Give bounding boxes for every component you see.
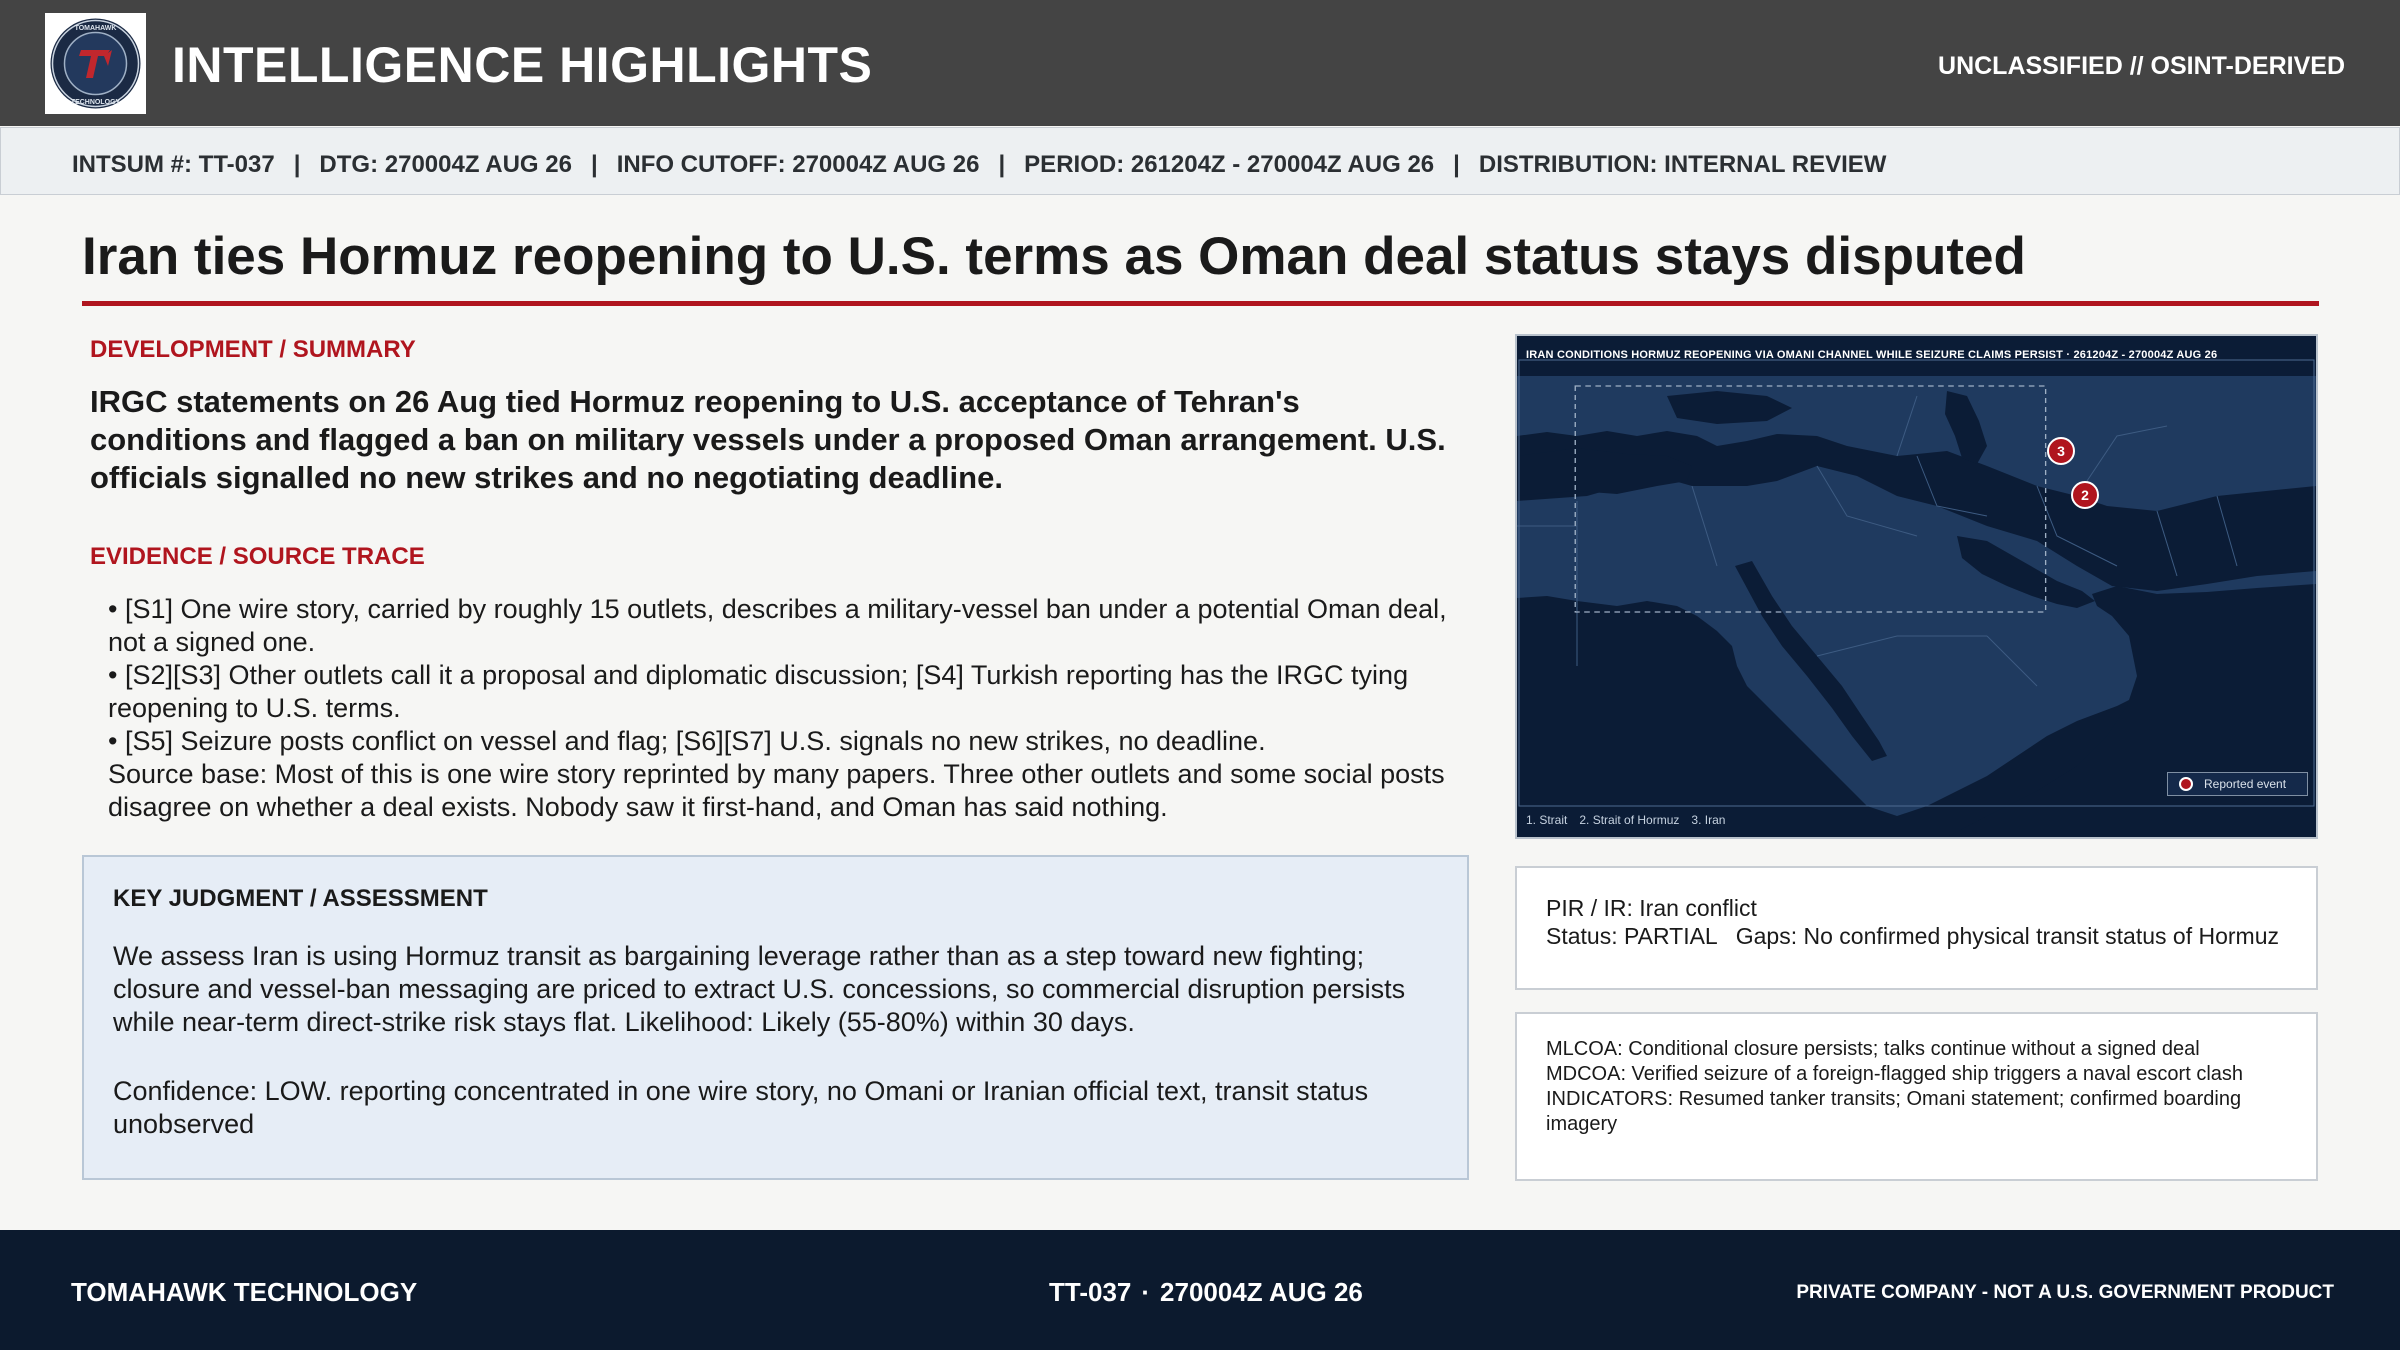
- app-title: INTELLIGENCE HIGHLIGHTS: [172, 37, 873, 93]
- intsum-number: INTSUM #: TT-037: [72, 151, 275, 178]
- mlcoa: MLCOA: Conditional closure persists; tal…: [1546, 1038, 2200, 1060]
- footer-doc-id: TT-037: [1049, 1277, 1132, 1307]
- reporting-period: PERIOD: 261204Z - 270004Z AUG 26: [1024, 151, 1435, 178]
- evidence-list: • [S1] One wire story, carried by roughl…: [108, 593, 1448, 824]
- map-marker-iran[interactable]: 3: [2047, 437, 2075, 465]
- map-footnotes: 1. Strait 2. Strait of Hormuz 3. Iran: [1526, 813, 1737, 827]
- evidence-bullet: • [S2][S3] Other outlets call it a propo…: [108, 660, 1409, 723]
- evidence-bullet: • [S1] One wire story, carried by roughl…: [108, 594, 1447, 657]
- mdcoa: MDCOA: Verified seizure of a foreign-fla…: [1546, 1063, 2244, 1085]
- headline-divider: [82, 301, 2319, 306]
- svg-text:TOMAHAWK: TOMAHAWK: [75, 25, 117, 32]
- source-base: Source base: Most of this is one wire st…: [108, 759, 1445, 822]
- metadata-bar: INTSUM #: TT-037 | DTG: 270004Z AUG 26 | INF…: [0, 127, 2400, 195]
- evidence-label: EVIDENCE / SOURCE TRACE: [90, 543, 425, 570]
- footer-dot: ·: [1141, 1277, 1151, 1307]
- page-headline: Iran ties Hormuz reopening to U.S. terms…: [82, 227, 2026, 286]
- tomahawk-logo-icon: TOMAHAWK TECHNOLOGY: [50, 18, 141, 109]
- map-footnote: 1. Strait: [1526, 813, 1568, 827]
- pir-panel: PIR / IR: Iran conflict Status: PARTIAL G…: [1515, 866, 2318, 990]
- pir-status: Status: PARTIAL: [1546, 923, 1718, 949]
- development-summary: IRGC statements on 26 Aug tied Hormuz re…: [90, 384, 1446, 495]
- meta-separator: |: [293, 151, 301, 178]
- coa-panel: MLCOA: Conditional closure persists; tal…: [1515, 1012, 2318, 1181]
- map-legend: Reported event: [2167, 772, 2308, 796]
- pir-status-row: Status: PARTIAL Gaps: No confirmed physic…: [1546, 923, 2279, 950]
- footer-disclaimer: PRIVATE COMPANY - NOT A U.S. GOVERNMENT …: [1796, 1282, 2334, 1303]
- meta-separator: |: [998, 151, 1006, 178]
- map-footnote: 3. Iran: [1691, 813, 1726, 827]
- indicators: INDICATORS: Resumed tanker transits; Oma…: [1546, 1088, 2242, 1135]
- footer-doc-ref: TT-037 · 270004Z AUG 26: [1049, 1277, 1363, 1308]
- map-footnote: 2. Strait of Hormuz: [1579, 813, 1680, 827]
- evidence-bullet: • [S5] Seizure posts conflict on vessel …: [108, 726, 1266, 756]
- coa-list: MLCOA: Conditional closure persists; tal…: [1546, 1037, 2296, 1137]
- dtg-value: DTG: 270004Z AUG 26: [319, 151, 572, 178]
- pir-gaps: Gaps: No confirmed physical transit stat…: [1735, 923, 2279, 949]
- meta-separator: |: [590, 151, 598, 178]
- logo: TOMAHAWK TECHNOLOGY: [45, 13, 146, 114]
- key-judgment-assessment: We assess Iran is using Hormuz transit a…: [113, 941, 1406, 1037]
- info-cutoff: INFO CUTOFF: 270004Z AUG 26: [616, 151, 980, 178]
- reported-event-icon: [2179, 777, 2193, 791]
- legend-label: Reported event: [2204, 777, 2287, 791]
- classification-banner: UNCLASSIFIED // OSINT-DERIVED: [1938, 52, 2345, 80]
- footer-company: TOMAHAWK TECHNOLOGY: [71, 1277, 418, 1307]
- meta-separator: |: [1453, 151, 1460, 178]
- map-graphic: [1517, 336, 2316, 837]
- region-map: IRAN CONDITIONS HORMUZ REOPENING VIA OMA…: [1515, 334, 2318, 839]
- map-marker-strait-of-hormuz[interactable]: 2: [2071, 481, 2099, 509]
- confidence-statement: Confidence: LOW. reporting concentrated …: [113, 1076, 1369, 1139]
- footer-dtg: 270004Z AUG 26: [1160, 1277, 1363, 1307]
- metadata-row: INTSUM #: TT-037 | DTG: 270004Z AUG 26 | INF…: [72, 151, 1886, 179]
- map-caption: IRAN CONDITIONS HORMUZ REOPENING VIA OMA…: [1526, 349, 2218, 361]
- distribution: DISTRIBUTION: INTERNAL REVIEW: [1478, 151, 1887, 178]
- page-footer: TOMAHAWK TECHNOLOGY TT-037 · 270004Z AUG 2…: [0, 1230, 2400, 1350]
- svg-text:TECHNOLOGY: TECHNOLOGY: [71, 99, 121, 106]
- key-judgment-panel: KEY JUDGMENT / ASSESSMENT We assess Iran…: [82, 855, 1469, 1180]
- top-header-bar: TOMAHAWK TECHNOLOGY INTELLIGENCE HIGHLIG…: [0, 0, 2400, 126]
- pir-topic: PIR / IR: Iran conflict: [1546, 895, 1757, 921]
- development-label: DEVELOPMENT / SUMMARY: [90, 336, 416, 363]
- key-judgment-label: KEY JUDGMENT / ASSESSMENT: [113, 885, 488, 912]
